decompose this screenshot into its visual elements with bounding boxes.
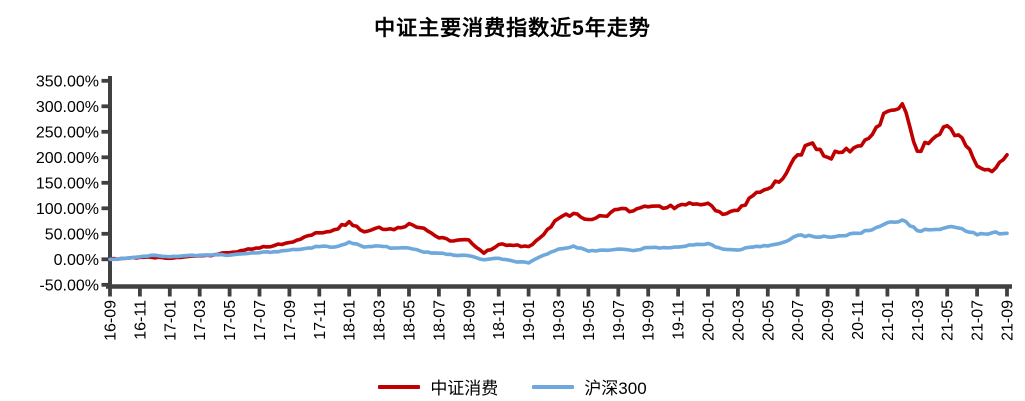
legend-line-swatch-blue	[532, 384, 575, 389]
x-axis-tick-label: 16-11	[132, 300, 149, 340]
x-axis-tick-label: 17-01	[162, 300, 179, 341]
x-axis-tick-label: 19-09	[641, 300, 658, 341]
x-axis-tick-label: 21-09	[1000, 300, 1017, 341]
x-axis-tick-label: 19-03	[551, 300, 568, 341]
x-axis-tick-label: 19-11	[671, 300, 688, 340]
x-axis-tick-label: 16-09	[103, 300, 120, 341]
legend-label: 沪深300	[584, 379, 647, 398]
legend-item-csi-consumer: 中证消费	[378, 374, 498, 399]
x-axis-tick-label: 21-07	[970, 300, 987, 341]
series-line-csi-consumer	[108, 102, 1009, 262]
x-axis-tick-label: 17-11	[312, 300, 329, 340]
y-axis-tick-label: 300.00%	[36, 99, 99, 116]
x-axis-tick-label: 21-01	[880, 300, 897, 341]
x-axis-tick-label: 18-07	[431, 300, 448, 341]
x-axis-tick-label: 18-05	[402, 300, 419, 341]
y-axis-tick-label: 350.00%	[36, 73, 99, 90]
y-axis-tick-label: 100.00%	[36, 201, 99, 218]
x-axis-tick-label: 17-07	[252, 300, 269, 341]
x-axis-tick-label: 18-01	[342, 300, 359, 341]
x-axis-tick-label: 20-09	[820, 300, 837, 341]
x-axis-tick-label: 20-03	[730, 300, 747, 341]
x-axis-tick-label: 20-07	[790, 300, 807, 341]
y-axis-tick-label: -50.00%	[39, 277, 99, 294]
legend-line-swatch-red	[378, 384, 421, 389]
y-axis-tick-label: 200.00%	[36, 150, 99, 167]
series-line-hs300	[108, 218, 1009, 265]
x-axis-tick-label: 18-09	[461, 300, 478, 341]
x-axis-tick-label: 18-03	[372, 300, 389, 341]
x-axis-tick-label: 19-05	[581, 300, 598, 341]
y-axis-tick-label: 150.00%	[36, 175, 99, 192]
x-axis-tick-label: 17-09	[282, 300, 299, 341]
legend-item-hs300: 沪深300	[532, 374, 647, 399]
y-axis-tick-label: 0.00%	[54, 252, 99, 269]
x-axis-tick-label: 20-11	[850, 300, 867, 340]
x-axis-tick-label: 17-03	[192, 300, 209, 341]
x-axis-tick-label: 21-03	[910, 300, 927, 341]
x-axis-tick-label: 19-01	[521, 300, 538, 341]
y-axis-tick-label: 50.00%	[45, 226, 99, 243]
x-axis-tick-label: 21-05	[940, 300, 957, 341]
x-axis-tick-label: 17-05	[222, 300, 239, 341]
chart-legend: 中证消费 沪深300	[0, 374, 1025, 399]
legend-label: 中证消费	[430, 379, 499, 398]
x-axis-tick-label: 18-11	[491, 300, 508, 340]
y-axis-tick-label: 250.00%	[36, 124, 99, 141]
x-axis-tick-label: 20-05	[760, 300, 777, 341]
x-axis-tick-label: 20-01	[701, 300, 718, 341]
chart-title: 中证主要消费指数近5年走势	[374, 17, 651, 40]
x-axis-tick-label: 19-07	[611, 300, 628, 341]
